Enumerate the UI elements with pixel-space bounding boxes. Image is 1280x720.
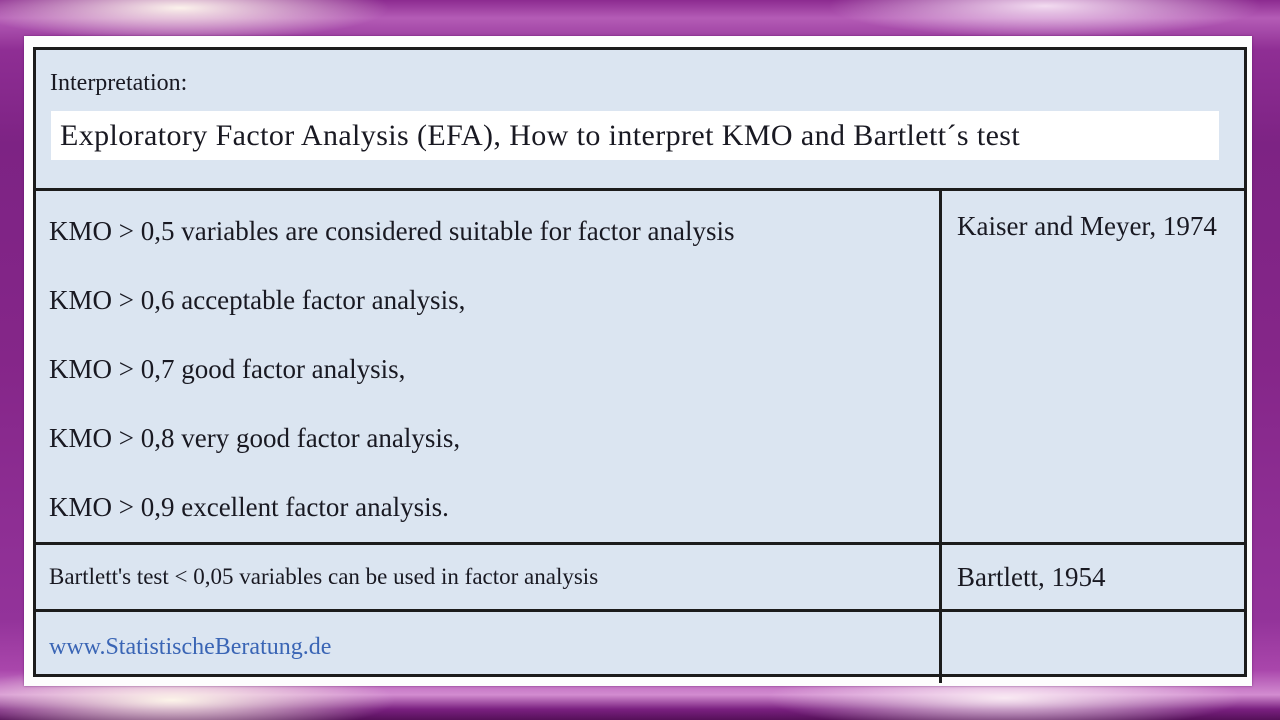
slide-title: Exploratory Factor Analysis (EFA), How t… bbox=[60, 118, 1021, 152]
bartlett-source-citation: Bartlett, 1954 bbox=[939, 545, 1244, 609]
white-mat-frame: Interpretation: Exploratory Factor Analy… bbox=[24, 36, 1252, 686]
kmo-line-0-8: KMO > 0,8 very good factor analysis, bbox=[49, 423, 461, 453]
kmo-cell: KMO > 0,5 variables are considered suita… bbox=[36, 191, 939, 542]
bartlett-test-text: Bartlett's test < 0,05 variables can be … bbox=[49, 564, 599, 589]
website-cell: www.StatistischeBeratung.de bbox=[36, 612, 939, 683]
kmo-row: KMO > 0,5 variables are considered suita… bbox=[36, 188, 1244, 542]
footer-row: www.StatistischeBeratung.de bbox=[36, 609, 1244, 683]
interpretation-table: Interpretation: Exploratory Factor Analy… bbox=[33, 47, 1247, 683]
title-highlight-bar: Exploratory Factor Analysis (EFA), How t… bbox=[51, 111, 1219, 160]
footer-empty-cell bbox=[939, 612, 1244, 683]
kmo-line-0-7: KMO > 0,7 good factor analysis, bbox=[49, 354, 406, 384]
kmo-line-0-9: KMO > 0,9 excellent factor analysis. bbox=[49, 492, 449, 522]
interpretation-label: Interpretation: bbox=[50, 70, 188, 96]
kmo-source-citation: Kaiser and Meyer, 1974 bbox=[939, 191, 1244, 542]
kmo-line-0-6: KMO > 0,6 acceptable factor analysis, bbox=[49, 285, 466, 315]
website-link[interactable]: www.StatistischeBeratung.de bbox=[49, 634, 332, 660]
table-header-row: Interpretation: Exploratory Factor Analy… bbox=[36, 50, 1244, 188]
kmo-line-0-5: KMO > 0,5 variables are considered suita… bbox=[49, 216, 735, 246]
bartlett-row: Bartlett's test < 0,05 variables can be … bbox=[36, 542, 1244, 609]
